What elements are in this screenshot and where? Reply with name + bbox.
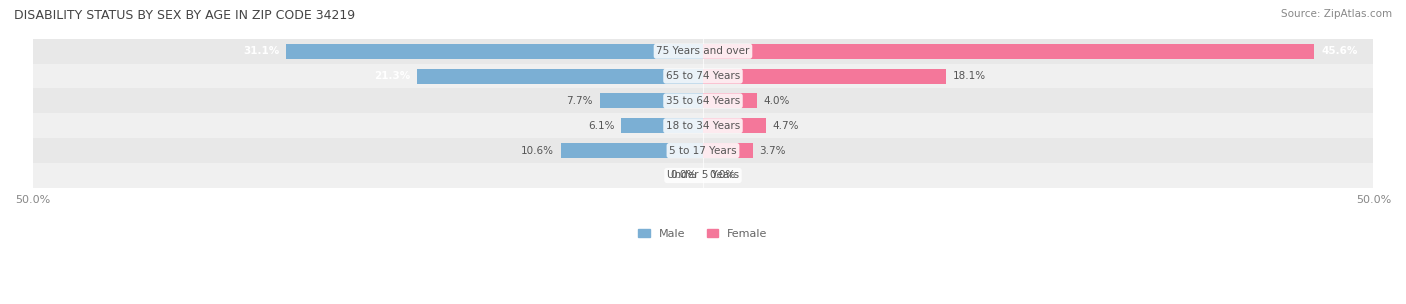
Text: 35 to 64 Years: 35 to 64 Years <box>666 96 740 106</box>
Bar <box>703 118 766 133</box>
Text: 0.0%: 0.0% <box>710 171 735 181</box>
Text: 21.3%: 21.3% <box>374 71 411 81</box>
Bar <box>703 44 1315 59</box>
Text: DISABILITY STATUS BY SEX BY AGE IN ZIP CODE 34219: DISABILITY STATUS BY SEX BY AGE IN ZIP C… <box>14 9 356 22</box>
Text: 65 to 74 Years: 65 to 74 Years <box>666 71 740 81</box>
Text: 4.0%: 4.0% <box>763 96 790 106</box>
Bar <box>621 118 703 133</box>
Bar <box>703 69 946 84</box>
Bar <box>32 64 1374 88</box>
Bar <box>32 113 1374 138</box>
Bar <box>32 39 1374 64</box>
Text: 4.7%: 4.7% <box>773 121 799 131</box>
Text: 7.7%: 7.7% <box>567 96 593 106</box>
Legend: Male, Female: Male, Female <box>634 224 772 244</box>
Bar <box>561 143 703 158</box>
Text: 10.6%: 10.6% <box>522 146 554 156</box>
Text: 5 to 17 Years: 5 to 17 Years <box>669 146 737 156</box>
Text: Source: ZipAtlas.com: Source: ZipAtlas.com <box>1281 9 1392 19</box>
Bar <box>418 69 703 84</box>
Text: 0.0%: 0.0% <box>671 171 696 181</box>
Text: 3.7%: 3.7% <box>759 146 786 156</box>
Bar <box>703 143 752 158</box>
Bar <box>32 138 1374 163</box>
Bar <box>32 163 1374 188</box>
Text: 45.6%: 45.6% <box>1322 46 1357 56</box>
Text: 75 Years and over: 75 Years and over <box>657 46 749 56</box>
Bar <box>600 93 703 108</box>
Bar <box>703 93 756 108</box>
Text: 18.1%: 18.1% <box>952 71 986 81</box>
Text: Under 5 Years: Under 5 Years <box>666 171 740 181</box>
Text: 18 to 34 Years: 18 to 34 Years <box>666 121 740 131</box>
Bar <box>32 88 1374 113</box>
Text: 31.1%: 31.1% <box>243 46 280 56</box>
Bar <box>285 44 703 59</box>
Text: 6.1%: 6.1% <box>588 121 614 131</box>
